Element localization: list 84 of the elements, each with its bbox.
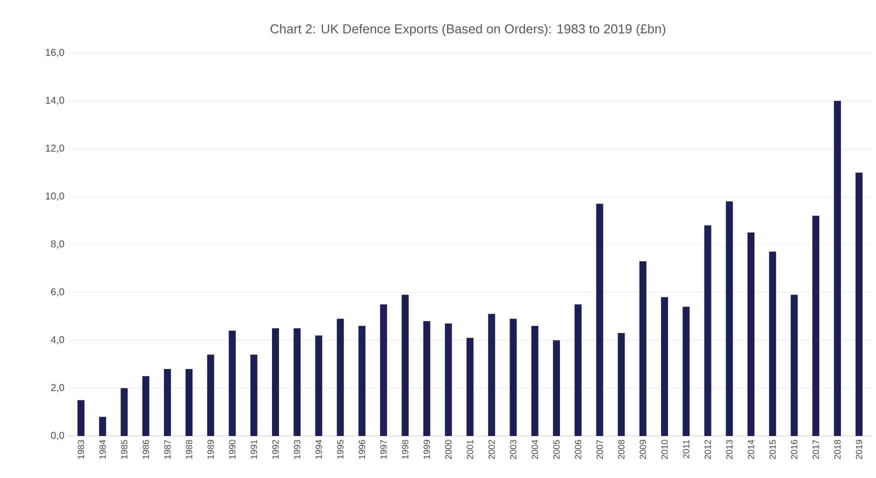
x-tick-label: 2011 xyxy=(682,440,690,458)
x-tick-label: 1985 xyxy=(121,440,128,459)
x-tick-label: 2000 xyxy=(445,440,452,459)
bar xyxy=(466,338,474,436)
y-tick-label: 2,0 xyxy=(51,384,64,392)
bar xyxy=(142,376,150,436)
bar xyxy=(574,304,582,436)
x-tick-label: 2018 xyxy=(834,440,841,459)
x-tick-label: 1994 xyxy=(316,440,322,459)
x-tick-label: 1992 xyxy=(272,440,279,459)
x-tick-label: 1991 xyxy=(250,440,258,459)
y-tick-label: 6,0 xyxy=(51,288,64,296)
y-tick-label: 8,0 xyxy=(51,240,64,249)
x-tick-label: 2012 xyxy=(704,440,711,459)
x-tick-label: 2001 xyxy=(466,440,474,459)
bar xyxy=(531,326,538,436)
bar xyxy=(402,294,409,436)
x-tick-label: 1986 xyxy=(142,440,149,459)
bar xyxy=(315,335,322,436)
bar xyxy=(552,340,560,436)
bar xyxy=(294,328,301,436)
x-tick-label: 1983 xyxy=(78,440,84,459)
bar xyxy=(639,261,646,436)
bar xyxy=(186,368,193,436)
bar xyxy=(769,252,776,436)
chart-title: Chart 2: UK Defence Exports (Based on Orders): 1983 to 2019 (£bn) xyxy=(270,24,666,36)
x-tick-label: 2004 xyxy=(532,440,538,459)
y-tick-label: 12,0 xyxy=(46,144,64,153)
bar xyxy=(358,326,366,436)
bar xyxy=(336,318,344,436)
x-tick-label: 1995 xyxy=(337,440,344,459)
bar xyxy=(682,306,690,436)
bar xyxy=(747,232,754,436)
x-tick-label: 2002 xyxy=(488,440,495,459)
bar xyxy=(726,201,733,436)
y-tick-label: 0,0 xyxy=(51,432,64,440)
x-tick-label: 1996 xyxy=(358,440,366,459)
bar xyxy=(120,388,128,436)
x-tick-label: 2015 xyxy=(769,440,776,459)
x-tick-label: 1990 xyxy=(229,440,236,459)
bar xyxy=(444,323,452,436)
x-tick-label: 1998 xyxy=(402,440,408,459)
bar xyxy=(423,321,430,436)
x-tick-label: 2019 xyxy=(856,440,862,459)
x-tick-label: 2016 xyxy=(791,440,798,459)
x-tick-label: 1989 xyxy=(207,440,214,459)
x-tick-label: 2014 xyxy=(748,440,754,459)
x-tick-label: 2013 xyxy=(726,440,733,459)
bar xyxy=(510,318,517,436)
x-tick-label: 1999 xyxy=(424,440,430,459)
bar xyxy=(272,328,279,436)
x-tick-label: 1993 xyxy=(294,440,300,459)
y-tick-label: 4,0 xyxy=(50,336,64,344)
y-tick-label: 14,0 xyxy=(46,96,64,105)
x-tick-label: 2010 xyxy=(661,440,668,459)
x-tick-label: 2009 xyxy=(640,440,646,459)
x-tick-label: 2017 xyxy=(812,440,819,459)
bar xyxy=(661,297,668,436)
x-tick-label: 2005 xyxy=(553,440,560,459)
bar xyxy=(618,333,625,436)
bar xyxy=(380,304,388,436)
bar xyxy=(207,354,214,436)
bar xyxy=(790,294,798,436)
y-tick-label: 16,0 xyxy=(46,48,64,58)
x-tick-label: 2003 xyxy=(510,440,516,459)
y-tick-label: 10,0 xyxy=(46,192,64,201)
x-tick-label: 1987 xyxy=(164,440,171,459)
x-tick-label: 2008 xyxy=(618,440,624,459)
bar xyxy=(164,368,171,436)
bar xyxy=(704,225,712,436)
x-tick-label: 1997 xyxy=(380,440,387,459)
bar xyxy=(77,400,84,436)
x-tick-label: 1984 xyxy=(99,440,106,459)
bar xyxy=(596,204,604,436)
bar xyxy=(488,314,496,436)
x-tick-label: 2006 xyxy=(574,440,582,459)
bar xyxy=(856,172,863,436)
x-tick-label: 2007 xyxy=(596,440,603,459)
bar xyxy=(250,354,258,436)
bar xyxy=(99,416,106,436)
bar xyxy=(812,216,820,436)
x-tick-label: 1988 xyxy=(186,440,192,459)
bar xyxy=(834,100,841,436)
bar xyxy=(228,330,236,436)
